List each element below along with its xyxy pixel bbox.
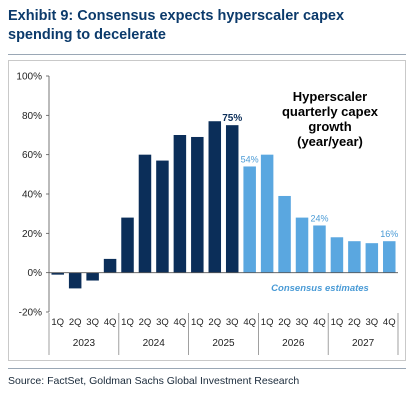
y-tick-label: 60% (22, 150, 42, 161)
x-axis: 1Q 2Q 3Q 4Q 1Q 2Q 3Q 4Q 1Q 2Q 3Q 4Q 1Q 2Q 3Q 4Q 1Q 2Q 3Q 4Q… (48, 313, 399, 355)
chart-frame (8, 60, 406, 361)
quarter-label: 1Q (261, 317, 274, 328)
quarter-label: 2Q (208, 317, 221, 328)
y-tick-label: 40% (22, 190, 42, 201)
chart-title-line: quarterly capex (282, 104, 379, 119)
source-note: Source: FactSet, Goldman Sachs Global In… (8, 375, 300, 387)
quarter-label: 4Q (313, 317, 326, 328)
bar-estimate (278, 195, 291, 273)
bar-estimate (243, 166, 256, 273)
title-divider (8, 54, 406, 55)
bar-actual (86, 272, 99, 281)
y-tick-label: -20% (19, 308, 42, 319)
chart-title-line: growth (308, 119, 351, 134)
bar-estimate (365, 243, 379, 273)
bar-estimate (383, 241, 396, 273)
bar-estimate (313, 225, 326, 273)
bar-actual (208, 121, 222, 273)
year-label: 2025 (212, 338, 235, 349)
bar-estimate (330, 237, 344, 273)
year-label: 2026 (282, 338, 305, 349)
quarter-label: 4Q (104, 317, 117, 328)
bars (51, 121, 396, 289)
quarter-label: 2Q (139, 317, 152, 328)
quarter-label: 1Q (331, 317, 344, 328)
quarter-label: 4Q (243, 317, 256, 328)
y-tick-label: 80% (22, 111, 42, 122)
consensus-estimates-annotation: Consensus estimates (271, 283, 369, 294)
data-labels: 75% 54% 24% 16% (222, 113, 398, 239)
data-label: 16% (380, 229, 398, 239)
chart-title-line: (year/year) (297, 134, 363, 149)
quarter-label: 1Q (191, 317, 204, 328)
y-tick-label: 100% (16, 72, 42, 83)
quarter-label: 3Q (156, 317, 169, 328)
year-label: 2023 (73, 338, 96, 349)
bar-actual (121, 217, 134, 273)
bar-actual (191, 136, 204, 273)
quarter-label: 1Q (51, 317, 64, 328)
bar-actual (173, 135, 187, 273)
bar-actual (103, 258, 117, 273)
data-label: 75% (222, 113, 242, 124)
quarter-label: 1Q (121, 317, 134, 328)
quarter-label: 3Q (296, 317, 309, 328)
year-label: 2027 (352, 338, 375, 349)
y-axis: -20% 0% 20% 40% 60% 80% 100% (16, 72, 50, 319)
data-label: 24% (310, 213, 328, 223)
bar-estimate (348, 241, 361, 273)
data-label: 54% (241, 154, 259, 164)
source-divider (8, 368, 406, 369)
exhibit-title: Exhibit 9: Consensus expects hyperscaler… (8, 8, 345, 43)
bar-actual (225, 125, 239, 273)
quarter-label: 2Q (278, 317, 291, 328)
bar-actual (156, 160, 169, 273)
bar-estimate (295, 217, 309, 273)
y-tick-label: 0% (28, 268, 43, 279)
bar-actual (51, 272, 64, 275)
chart-title-line: Hyperscaler (293, 89, 367, 104)
bar-estimate (260, 154, 274, 273)
quarter-label: 2Q (348, 317, 361, 328)
quarter-label: 2Q (69, 317, 82, 328)
bar-actual (138, 154, 152, 273)
year-label: 2024 (143, 338, 166, 349)
quarter-label: 3Q (226, 317, 239, 328)
quarter-label: 4Q (174, 317, 187, 328)
bar-actual (68, 272, 82, 289)
quarter-label: 3Q (86, 317, 99, 328)
y-tick-label: 20% (22, 229, 42, 240)
quarter-label: 3Q (365, 317, 378, 328)
quarter-label: 4Q (383, 317, 396, 328)
